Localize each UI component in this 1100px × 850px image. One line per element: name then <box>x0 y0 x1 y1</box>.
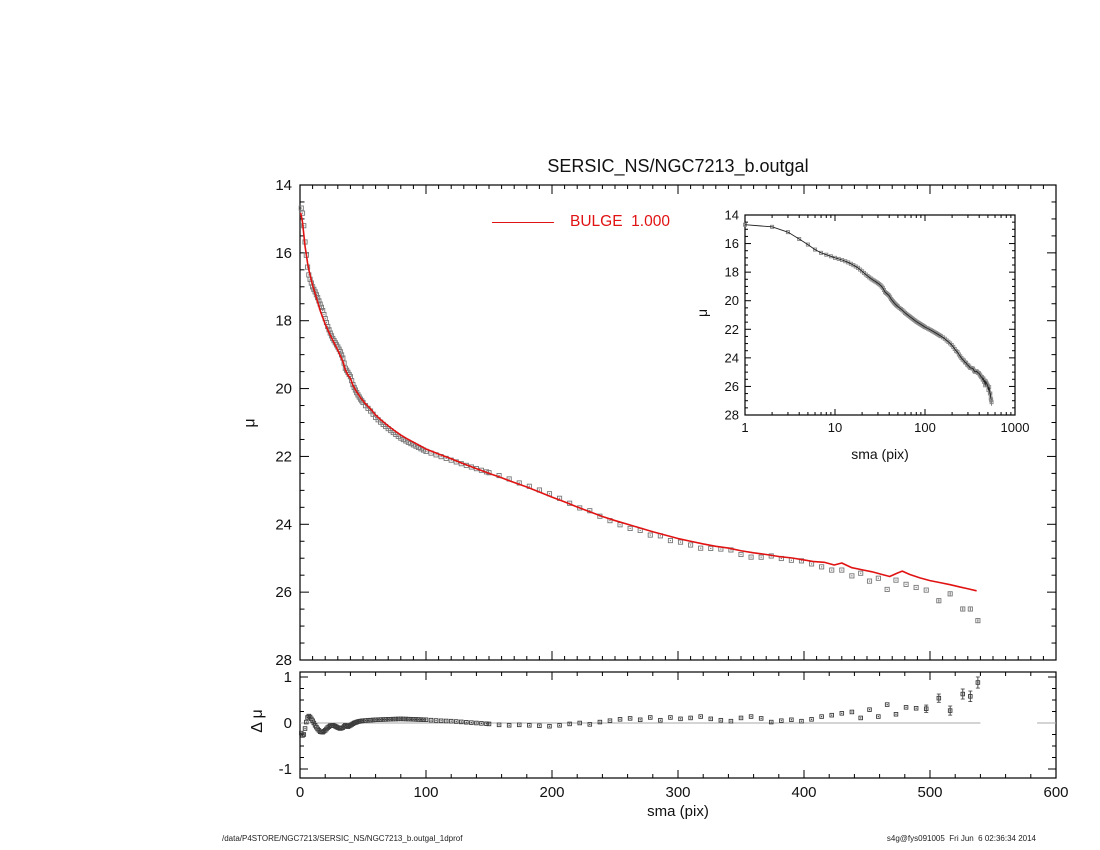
inset-axis-tick-labels: 14 16 18 20 22 24 26 281 10 100 1000 <box>725 208 1030 436</box>
svg-text:600: 600 <box>1043 784 1068 801</box>
svg-text:0: 0 <box>284 715 292 732</box>
inset-y-axis-label: μ <box>694 308 711 318</box>
svg-text:14: 14 <box>725 208 739 223</box>
residual-data-series <box>299 676 981 738</box>
main-axis-tick-labels: 14 16 18 20 22 24 26 28 <box>275 177 292 669</box>
svg-text:500: 500 <box>917 784 942 801</box>
svg-text:14: 14 <box>275 177 292 194</box>
svg-text:300: 300 <box>665 784 690 801</box>
bulge-model-line <box>299 212 977 592</box>
svg-text:400: 400 <box>791 784 816 801</box>
inset-panel <box>744 214 1016 416</box>
svg-text:20: 20 <box>725 293 739 308</box>
main-axes-ticks <box>299 184 1057 661</box>
x-axis-label: sma (pix) <box>647 803 709 820</box>
svg-text:16: 16 <box>275 245 292 262</box>
svg-text:26: 26 <box>725 379 739 394</box>
legend: BULGE 1.000 <box>492 213 670 231</box>
svg-text:24: 24 <box>725 350 739 365</box>
svg-text:28: 28 <box>275 652 292 669</box>
inset-axes-ticks <box>744 214 1016 416</box>
plot-title: SERSIC_NS/NGC7213_b.outgal <box>547 156 809 176</box>
svg-text:26: 26 <box>275 584 292 601</box>
main-y-axis-label: μ <box>241 418 259 428</box>
svg-text:24: 24 <box>275 516 292 533</box>
user-timestamp-caption: s4g@fys091005 Fri Jun 6 02:36:34 2014 <box>886 834 1036 843</box>
svg-text:1: 1 <box>284 669 292 686</box>
file-path-caption: /data/P4STORE/NGC7213/SERSIC_NS/NGC7213_… <box>222 834 463 843</box>
inset-profile-line <box>744 224 992 399</box>
svg-text:0: 0 <box>296 784 304 801</box>
svg-text:-1: -1 <box>279 761 292 778</box>
svg-text:100: 100 <box>413 784 438 801</box>
residual-axis-tick-labels: 10-10 100 200 300 400 500 600 <box>279 669 1069 801</box>
residual-y-axis-label: Δ μ <box>249 709 266 733</box>
svg-text:28: 28 <box>725 408 739 423</box>
svg-text:10: 10 <box>828 420 842 435</box>
svg-text:1: 1 <box>741 420 748 435</box>
svg-text:20: 20 <box>275 381 292 398</box>
residual-panel <box>299 671 1057 779</box>
svg-text:100: 100 <box>914 420 936 435</box>
legend-line-sample <box>492 221 554 223</box>
svg-text:18: 18 <box>725 265 739 280</box>
svg-text:200: 200 <box>539 784 564 801</box>
svg-text:1000: 1000 <box>1001 420 1030 435</box>
svg-text:22: 22 <box>725 322 739 337</box>
svg-text:22: 22 <box>275 448 292 465</box>
legend-label: BULGE 1.000 <box>570 213 670 230</box>
svg-text:16: 16 <box>725 236 739 251</box>
svg-text:18: 18 <box>275 313 292 330</box>
inset-x-axis-label: sma (pix) <box>851 446 909 462</box>
